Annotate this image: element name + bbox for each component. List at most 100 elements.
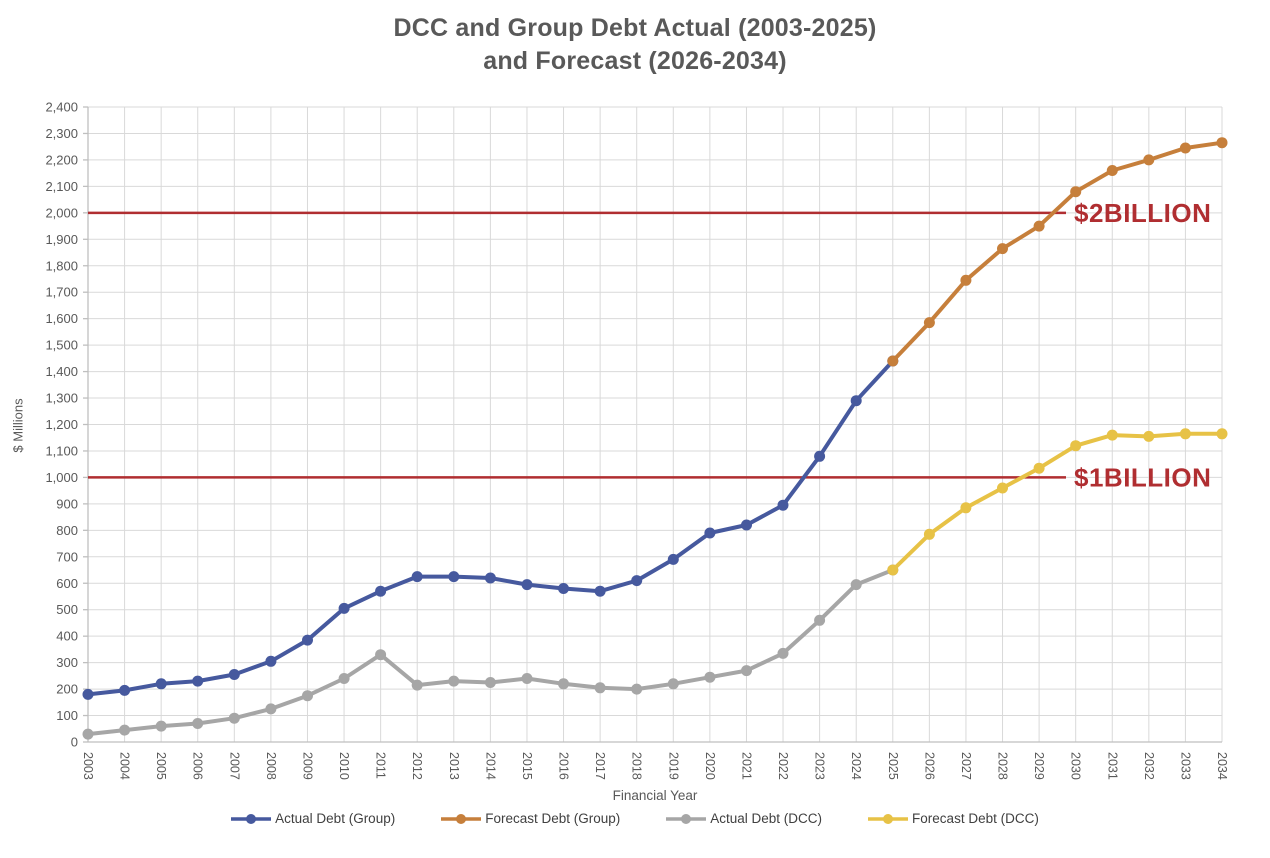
svg-text:400: 400 (56, 629, 78, 644)
series-forecast-debt-group-marker (1070, 186, 1082, 198)
series-forecast-debt-dcc-marker (997, 482, 1008, 494)
chart-title-line2: and Forecast (2026-2034) (483, 47, 787, 75)
legend-marker-icon (868, 813, 909, 824)
svg-text:1,600: 1,600 (45, 311, 78, 326)
svg-text:2007: 2007 (227, 752, 241, 780)
series-forecast-debt-dcc-marker (1179, 428, 1191, 440)
legend-marker-icon (666, 813, 707, 824)
svg-text:800: 800 (56, 523, 78, 538)
series-forecast-debt-group-line (890, 140, 1224, 363)
svg-text:2031: 2031 (1105, 752, 1119, 780)
svg-text:1,200: 1,200 (45, 417, 78, 432)
svg-text:200: 200 (56, 682, 78, 697)
svg-text:1,400: 1,400 (45, 364, 78, 379)
svg-text:1,000: 1,000 (45, 470, 78, 485)
chart-canvas: 0 100 200 300 400 500 600 700 800 900 1,000 1,100 1,… (45, 100, 1229, 780)
legend-marker-icon (231, 813, 272, 824)
series-forecast-debt-dcc-marker (1143, 430, 1155, 442)
svg-text:2021: 2021 (739, 752, 753, 780)
series-actual-debt-group-marker (558, 583, 569, 594)
series-actual-debt-dcc-marker (302, 690, 313, 702)
svg-text:0: 0 (71, 735, 78, 750)
series-forecast-debt-dcc-marker (887, 564, 899, 576)
series-forecast-debt-group-marker (887, 355, 899, 367)
svg-text:1,900: 1,900 (45, 232, 78, 247)
series-actual-debt-dcc-marker (119, 724, 131, 736)
svg-text:1,500: 1,500 (45, 338, 78, 353)
series-actual-debt-group (82, 355, 899, 700)
series-actual-debt-group-marker (631, 575, 643, 587)
series-forecast-debt-dcc-marker (923, 528, 935, 540)
svg-text:100: 100 (56, 708, 78, 723)
series-actual-debt-dcc-marker (521, 673, 533, 684)
series-actual-debt-group-marker (375, 585, 387, 597)
series-actual-debt-group-marker (448, 571, 460, 583)
svg-text:900: 900 (56, 496, 78, 511)
series-actual-debt-dcc-marker (265, 703, 277, 715)
series-forecast-debt-group-marker (960, 274, 972, 286)
series-actual-debt-group-marker (850, 395, 862, 407)
series-actual-debt-group-marker (741, 519, 752, 531)
series-actual-debt-dcc-marker (448, 675, 460, 687)
svg-text:2015: 2015 (520, 752, 534, 780)
series-actual-debt-group-marker (82, 688, 94, 700)
chart-title-line1: DCC and Group Debt Actual (2003-2025) (393, 14, 877, 42)
series-actual-debt-dcc-marker (155, 720, 167, 732)
series-actual-debt-dcc-marker (667, 678, 679, 690)
svg-text:2014: 2014 (483, 752, 497, 780)
series-forecast-debt-dcc-marker (1033, 462, 1045, 474)
series-actual-debt-dcc-marker (704, 671, 716, 683)
svg-text:2011: 2011 (374, 752, 388, 779)
svg-text:2022: 2022 (776, 752, 790, 780)
series-actual-debt-dcc-marker (594, 682, 606, 694)
series-actual-debt-group-marker (521, 579, 533, 591)
reference-line-label: $1BILLION (1074, 462, 1211, 492)
svg-text:2005: 2005 (154, 752, 168, 780)
svg-text:2013: 2013 (447, 752, 461, 780)
series-actual-debt-group-marker (411, 571, 423, 583)
series-forecast-debt-dcc-marker (1216, 428, 1228, 440)
series-forecast-debt-group-marker (1033, 220, 1045, 232)
svg-text:1,100: 1,100 (45, 443, 78, 458)
svg-text:2010: 2010 (337, 752, 351, 780)
series-actual-debt-group-marker (265, 655, 277, 667)
series-actual-debt-dcc-marker (741, 665, 752, 677)
gridlines (87, 106, 1223, 743)
series-actual-debt-group-marker (777, 499, 789, 511)
svg-text:2,300: 2,300 (45, 126, 78, 141)
svg-text:2027: 2027 (959, 752, 973, 780)
series-actual-debt-group-marker (704, 527, 716, 539)
series-forecast-debt-group-marker (997, 243, 1008, 255)
series-actual-debt-group-marker (814, 450, 826, 462)
legend-marker-icon (441, 813, 482, 824)
series-actual-debt-dcc-marker (82, 728, 94, 740)
legend-item-forecast-debt-group: Forecast Debt (Group) (441, 811, 620, 826)
svg-text:2012: 2012 (410, 752, 424, 780)
svg-text:2028: 2028 (996, 752, 1010, 780)
x-axis-tick-labels: 2003 2004 2005 2006 2007 2008 2009 2010 2011 2012… (81, 752, 1229, 780)
svg-text:2033: 2033 (1178, 752, 1192, 780)
series-actual-debt-group-marker (192, 675, 204, 687)
svg-text:1,700: 1,700 (45, 285, 78, 300)
series-forecast-debt-dcc-marker (960, 502, 972, 514)
svg-text:2024: 2024 (849, 752, 863, 780)
svg-text:2023: 2023 (813, 752, 827, 780)
svg-text:2017: 2017 (593, 752, 607, 780)
x-axis-title: Financial Year (612, 788, 698, 803)
series-forecast-debt-dcc-marker (1070, 440, 1082, 452)
legend-item-actual-debt-group: Actual Debt (Group) (231, 811, 395, 826)
svg-text:1,300: 1,300 (45, 391, 78, 406)
series-actual-debt-dcc-marker (484, 677, 496, 688)
series-forecast-debt-dcc-line (890, 431, 1224, 572)
svg-text:1,800: 1,800 (45, 258, 78, 273)
svg-text:2018: 2018 (630, 752, 644, 780)
chart-legend: Actual Debt (Group) Forecast Debt (Group)… (0, 811, 1270, 826)
series-actual-debt-dcc-marker (558, 678, 569, 690)
series-actual-debt-dcc-marker (192, 718, 204, 729)
series-forecast-debt-group-marker (1179, 142, 1191, 154)
svg-text:2,100: 2,100 (45, 179, 78, 194)
svg-text:2003: 2003 (81, 752, 95, 780)
svg-text:2,200: 2,200 (45, 152, 78, 167)
series-actual-debt-dcc-marker (411, 679, 423, 691)
